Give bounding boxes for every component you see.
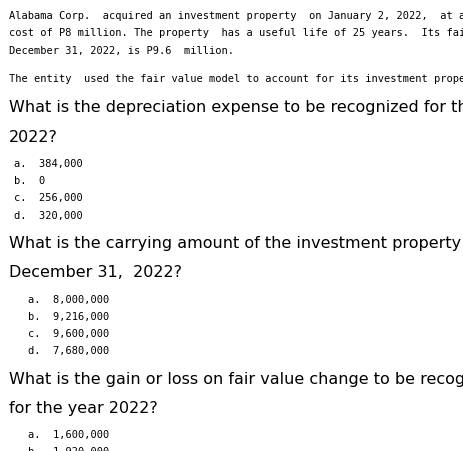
Text: a.  1,600,000: a. 1,600,000 [28,429,109,439]
Text: d.  320,000: d. 320,000 [14,210,82,220]
Text: c.  256,000: c. 256,000 [14,193,82,203]
Text: a.  384,000: a. 384,000 [14,159,82,169]
Text: Alabama Corp.  acquired an investment property  on January 2, 2022,  at a total: Alabama Corp. acquired an investment pro… [9,11,463,21]
Text: December 31,  2022?: December 31, 2022? [9,265,182,280]
Text: What is the depreciation expense to be recognized for the year: What is the depreciation expense to be r… [9,100,463,115]
Text: d.  7,680,000: d. 7,680,000 [28,345,109,355]
Text: a.  8,000,000: a. 8,000,000 [28,294,109,304]
Text: What is the gain or loss on fair value change to be recognized: What is the gain or loss on fair value c… [9,371,463,386]
Text: b.  1,920,000: b. 1,920,000 [28,446,109,451]
Text: 2022?: 2022? [9,129,58,144]
Text: The entity  used the fair value model to account for its investment property.: The entity used the fair value model to … [9,74,463,84]
Text: c.  9,600,000: c. 9,600,000 [28,328,109,338]
Text: b.  0: b. 0 [14,176,45,186]
Text: What is the carrying amount of the investment property on: What is the carrying amount of the inves… [9,235,463,250]
Text: for the year 2022?: for the year 2022? [9,400,158,415]
Text: cost of P8 million. The property  has a useful life of 25 years.  Its fair value: cost of P8 million. The property has a u… [9,28,463,38]
Text: December 31, 2022, is P9.6  million.: December 31, 2022, is P9.6 million. [9,46,234,55]
Text: b.  9,216,000: b. 9,216,000 [28,311,109,321]
